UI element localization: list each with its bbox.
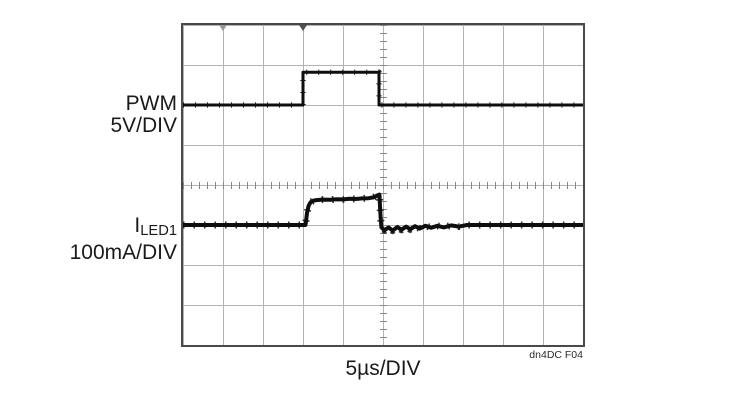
channel2-label: ILED1 100mA/DIV	[0, 215, 177, 264]
channel1-label: PWM 5V/DIV	[0, 93, 177, 137]
scope-graticule	[181, 23, 585, 347]
pwm-trace	[183, 70, 583, 107]
trigger-marker-icon	[299, 25, 307, 31]
waveform-canvas	[183, 69, 583, 235]
pwm-trace-noise	[183, 69, 583, 108]
center-vertical-axis-ticks	[380, 25, 387, 345]
channel2-scale: 100mA/DIV	[69, 241, 177, 265]
figure-id: dn4DC F04	[529, 349, 583, 361]
trigger-marker-icon	[219, 25, 227, 31]
channel2-name-subscript: LED1	[140, 223, 177, 240]
channel2-name-main: I	[134, 214, 141, 237]
channel1-name: PWM	[125, 92, 177, 115]
channel2-name: ILED1	[0, 215, 177, 242]
timebase-caption: 5µs/DIV	[345, 357, 421, 380]
channel1-scale: 5V/DIV	[110, 114, 177, 137]
iled1-trace	[183, 192, 583, 233]
